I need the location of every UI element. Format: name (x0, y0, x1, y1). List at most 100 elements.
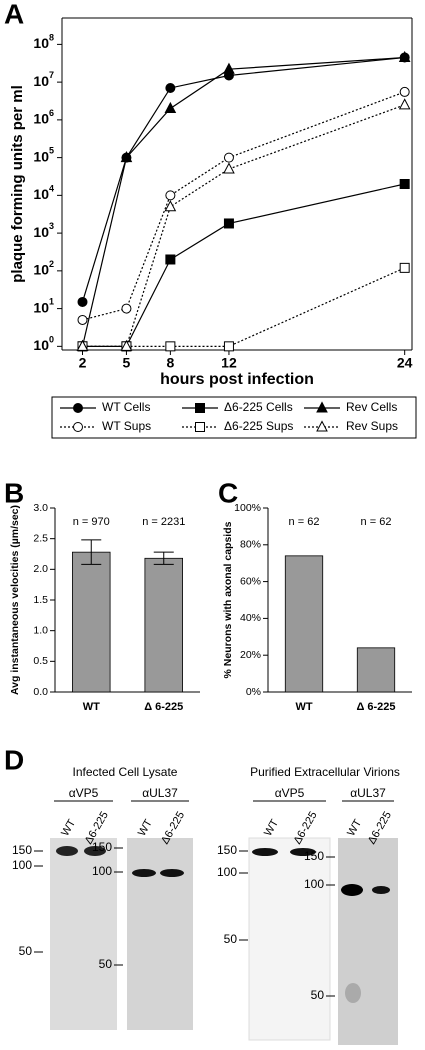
point (399, 179, 410, 189)
x-tick-label: Δ 6-225 (144, 701, 183, 713)
point (120, 151, 133, 163)
blot-image (127, 838, 193, 1030)
mw-marker: 150 (12, 843, 32, 857)
y-tick-label: 1.0 (33, 624, 48, 636)
annotation: n = 970 (73, 516, 110, 528)
legend-box (51, 396, 417, 439)
y-tick-label: 2.0 (33, 563, 48, 575)
y-tick-exponent: 1 (49, 297, 54, 307)
series-line (82, 104, 405, 347)
y-axis-label: plaque forming units per ml (9, 85, 26, 283)
y-tick-label: 100 (33, 335, 54, 353)
point (165, 190, 176, 201)
smear (345, 983, 361, 1003)
point (399, 262, 410, 273)
antibody-label: αVP5 (275, 786, 305, 800)
band (84, 846, 106, 856)
band (252, 848, 278, 856)
antibody-label: αUL37 (142, 786, 178, 800)
annotation: n = 2231 (142, 516, 185, 528)
y-tick-label: 108 (33, 33, 54, 51)
panel-label: A (4, 0, 24, 29)
y-tick-label: 104 (33, 184, 54, 202)
band (341, 884, 363, 896)
legend-label: Δ6-225 Cells (224, 400, 293, 414)
y-tick-exponent: 5 (49, 146, 54, 156)
point (398, 50, 411, 62)
x-tick-label: 5 (123, 355, 131, 371)
y-tick-label: 100% (234, 502, 261, 514)
blot-image (248, 837, 331, 1041)
y-tick-label: 106 (33, 108, 54, 126)
y-tick-label: 60% (240, 575, 261, 587)
bar (144, 557, 183, 693)
y-tick-label: 3.0 (33, 502, 48, 514)
y-tick-exponent: 7 (49, 71, 54, 81)
y-axis-label: % Neurons with axonal capsids (222, 521, 234, 678)
point (223, 162, 235, 174)
band (132, 869, 156, 877)
y-tick-exponent: 2 (49, 259, 54, 269)
bar (72, 551, 111, 693)
mw-marker: 50 (311, 988, 325, 1002)
y-tick-label: 0% (246, 686, 261, 698)
group-title: Purified Extracellular Virions (250, 765, 400, 779)
annotation: n = 62 (289, 516, 320, 528)
point (77, 296, 88, 307)
legend-marker (316, 401, 328, 413)
legend-label: Δ6-225 Sups (224, 419, 293, 433)
y-axis-label: Avg instantaneous velocities (µm/sec) (9, 505, 21, 695)
y-tick-exponent: 0 (49, 335, 54, 345)
point (76, 339, 89, 351)
legend-marker (195, 422, 205, 432)
point (223, 218, 234, 229)
point (164, 101, 177, 114)
blot-image (50, 838, 117, 1030)
panel-label: C (218, 477, 238, 508)
y-tick-label: 102 (33, 259, 54, 277)
group-title: Infected Cell Lysate (73, 765, 178, 779)
x-tick-label: WT (83, 701, 100, 713)
panel-label: D (4, 744, 24, 775)
x-axis-label: hours post infection (160, 371, 314, 388)
point (120, 339, 133, 351)
y-tick-label: 80% (240, 539, 261, 551)
y-tick-label: 40% (240, 612, 261, 624)
blot-image (338, 838, 398, 1045)
point (398, 98, 411, 110)
mw-marker: 50 (19, 944, 33, 958)
y-tick-label: 1.5 (33, 594, 48, 606)
y-tick-exponent: 6 (49, 108, 54, 118)
point (399, 86, 410, 97)
mw-marker: 50 (99, 957, 113, 971)
y-tick-label: 103 (33, 221, 54, 239)
point (165, 254, 176, 265)
y-tick-label: 20% (240, 649, 261, 661)
x-tick-label: WT (295, 701, 312, 713)
point (165, 82, 176, 93)
band (372, 886, 390, 894)
legend-marker (73, 422, 83, 432)
band (290, 848, 316, 856)
x-tick-label: 2 (79, 355, 87, 371)
mw-marker: 50 (224, 932, 238, 946)
mw-marker: 100 (304, 877, 324, 891)
legend-label: WT Cells (102, 400, 150, 414)
panel-label: B (4, 477, 24, 508)
mw-marker: 150 (92, 840, 112, 854)
mw-marker: 100 (217, 865, 237, 879)
x-tick-label: 8 (166, 355, 174, 371)
y-tick-label: 0.5 (33, 655, 48, 667)
point (77, 314, 88, 325)
legend-label: Rev Cells (346, 400, 397, 414)
antibody-label: αUL37 (350, 786, 386, 800)
y-tick-label: 0.0 (33, 686, 48, 698)
legend-label: WT Sups (102, 419, 151, 433)
annotation: n = 62 (361, 516, 392, 528)
mw-marker: 100 (92, 864, 112, 878)
bar (284, 555, 324, 693)
legend-marker (73, 403, 83, 413)
y-tick-exponent: 4 (49, 184, 54, 194)
y-tick-label: 105 (33, 146, 54, 164)
